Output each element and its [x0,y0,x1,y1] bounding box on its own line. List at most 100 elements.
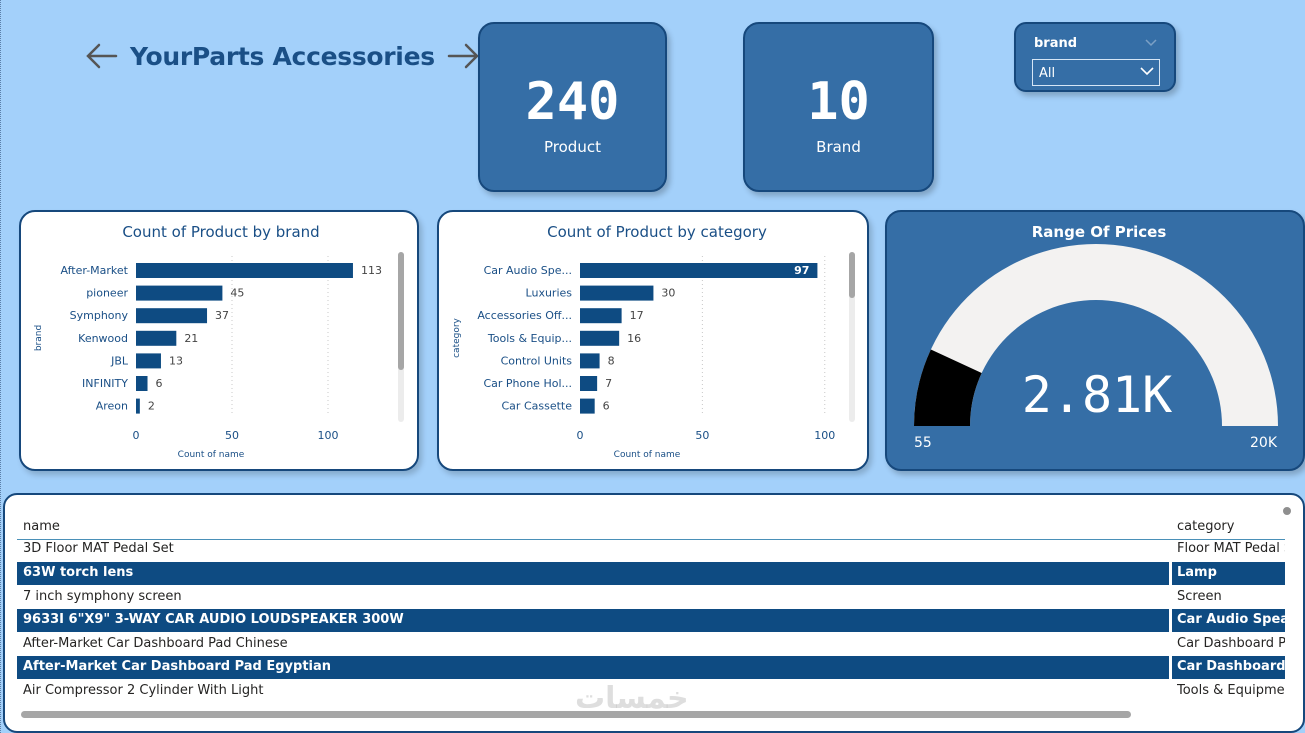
watermark: خمسات [575,681,689,716]
gauge-min-label: 55 [914,435,932,451]
y-category-label: Accessories Off... [477,309,572,322]
table-row[interactable]: 7 inch symphony screen Screen [17,586,1285,609]
data-label: 21 [184,332,198,345]
cell-category: Screen [1177,589,1222,604]
table-row[interactable]: After-Market Car Dashboard Pad Egyptian C… [17,656,1285,679]
data-label: 45 [230,287,244,300]
bar[interactable] [136,308,208,324]
bar[interactable] [136,263,353,278]
y-category-label: Car Phone Hol... [483,377,572,390]
gauge-track [914,244,1278,426]
bar[interactable] [580,376,598,391]
data-label: 2 [148,400,155,413]
table-row[interactable]: 3D Floor MAT Pedal Set Floor MAT Pedal S [17,538,1285,561]
cell-name: 3D Floor MAT Pedal Set [23,541,174,556]
kpi-label: Product [544,138,601,156]
cell-category: Car Dashboard Pa [1177,659,1285,674]
page-edge [0,0,1,733]
bar[interactable] [136,376,148,391]
y-category-label: Car Audio Spe... [484,264,572,277]
chart-category-panel: Count of Product by category 0 50 100 Car Au… [437,210,869,471]
data-label: 7 [605,377,612,390]
cell-category: Car Audio Speake [1177,612,1285,627]
y-category-label: Areon [96,400,128,413]
chart-brand-panel: Count of Product by brand 0 50 100 After-Mar… [19,210,419,471]
cell-separator [1169,562,1172,585]
y-category-label: INFINITY [82,377,128,390]
kpi-card-brand[interactable]: 10 Brand [743,22,934,192]
bar[interactable] [136,330,177,346]
brand-slicer: brand All [1014,22,1176,92]
cell-category: Floor MAT Pedal S [1177,541,1285,556]
cell-separator [1169,609,1172,632]
y-category-label: After-Market [61,264,129,277]
bar[interactable] [136,398,140,414]
table-row[interactable]: After-Market Car Dashboard Pad Chinese Ca… [17,633,1285,656]
chart-title: Count of Product by brand [122,223,319,241]
slicer-selected-value: All [1039,66,1056,81]
x-tick-label: 100 [318,429,339,442]
data-label: 113 [361,264,382,277]
kpi-value: 10 [807,72,870,132]
arrow-right-icon[interactable] [445,38,481,74]
chart-scrollbar-thumb[interactable] [849,252,855,298]
chevron-down-icon[interactable] [1139,63,1155,79]
gauge-panel: Range Of Prices 2.81K 55 20K [885,210,1305,471]
column-header-name[interactable]: name [23,519,60,534]
table-row[interactable]: Air Compressor 2 Cylinder With Light Tool… [17,680,1285,703]
bar[interactable] [580,330,620,346]
data-label: 6 [603,400,610,413]
horizontal-scrollbar[interactable] [21,711,1131,718]
bar[interactable] [136,353,161,369]
x-tick-label: 50 [225,429,239,442]
gauge-fill[interactable] [914,349,982,426]
cell-name: 7 inch symphony screen [23,589,182,604]
x-tick-label: 0 [577,429,584,442]
bar[interactable] [580,308,622,324]
bar[interactable] [580,285,654,301]
chevron-down-icon[interactable] [1144,36,1158,50]
data-label: 97 [794,264,809,277]
x-tick-label: 100 [814,429,835,442]
table-row[interactable]: 63W torch lens Lamp [17,562,1285,585]
cell-name: 63W torch lens [23,565,134,580]
arrow-left-icon[interactable] [84,38,120,74]
cell-category: Car Dashboard Pa [1177,636,1285,651]
bar[interactable] [580,353,600,369]
y-category-label: Kenwood [78,332,128,345]
slicer-title: brand [1034,36,1078,51]
title-row: YourParts Accessories [84,34,481,78]
chart-scrollbar-thumb[interactable] [398,252,404,370]
gauge-title: Range Of Prices [1032,223,1167,241]
table-row[interactable]: 9633I 6"X9" 3-WAY CAR AUDIO LOUDSPEAKER … [17,609,1285,632]
y-category-label: Symphony [70,309,129,322]
data-label: 6 [156,377,163,390]
y-category-label: Control Units [501,354,573,367]
data-label: 13 [169,354,183,367]
gauge-value: 2.81K [1022,366,1173,424]
cell-separator [1169,656,1172,679]
bar[interactable] [580,398,595,414]
x-axis-label: Count of name [614,450,681,460]
slicer-dropdown[interactable]: All [1032,59,1160,86]
data-label: 37 [215,309,229,322]
kpi-card-product[interactable]: 240 Product [478,22,667,192]
x-tick-label: 50 [695,429,709,442]
chart-brand: Count of Product by brand 0 50 100 After-Mar… [34,223,404,460]
page-title: YourParts Accessories [130,41,435,71]
x-tick-label: 0 [133,429,140,442]
cell-name: 9633I 6"X9" 3-WAY CAR AUDIO LOUDSPEAKER … [23,612,404,627]
cell-name: Air Compressor 2 Cylinder With Light [23,683,264,698]
price-range-gauge: Range Of Prices 2.81K 55 20K [914,223,1278,451]
bar[interactable] [580,263,818,278]
cell-category: Tools & Equipmer [1177,683,1285,698]
column-header-category[interactable]: category [1177,519,1235,534]
vertical-scrollbar[interactable] [1283,507,1291,515]
y-category-label: pioneer [86,287,128,300]
y-category-label: Luxuries [526,287,573,300]
kpi-value: 240 [525,72,620,132]
table-header: name category [17,505,1285,540]
bar[interactable] [136,285,223,301]
cell-category: Lamp [1177,565,1217,580]
data-label: 30 [661,287,675,300]
